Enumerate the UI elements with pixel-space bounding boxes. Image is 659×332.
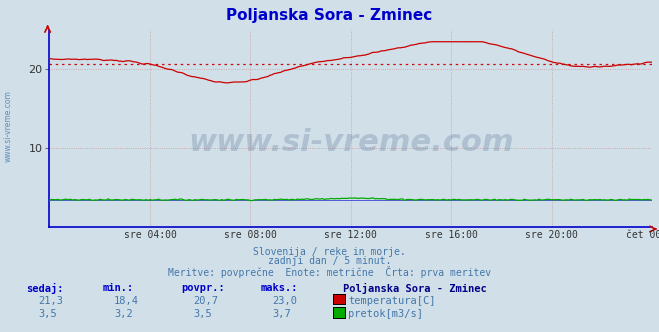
Text: www.si-vreme.com: www.si-vreme.com <box>188 128 514 157</box>
Text: pretok[m3/s]: pretok[m3/s] <box>348 309 423 319</box>
Text: temperatura[C]: temperatura[C] <box>348 296 436 306</box>
Text: Poljanska Sora - Zminec: Poljanska Sora - Zminec <box>343 283 486 294</box>
Text: Meritve: povprečne  Enote: metrične  Črta: prva meritev: Meritve: povprečne Enote: metrične Črta:… <box>168 266 491 278</box>
Text: Poljanska Sora - Zminec: Poljanska Sora - Zminec <box>227 8 432 23</box>
Text: 3,7: 3,7 <box>272 309 291 319</box>
Text: maks.:: maks.: <box>260 283 298 293</box>
Text: sre 08:00: sre 08:00 <box>224 230 277 240</box>
Text: 3,5: 3,5 <box>193 309 212 319</box>
Text: 20,7: 20,7 <box>193 296 218 306</box>
Text: 18,4: 18,4 <box>114 296 139 306</box>
Text: sre 20:00: sre 20:00 <box>525 230 579 240</box>
Text: sre 04:00: sre 04:00 <box>123 230 177 240</box>
Text: min.:: min.: <box>102 283 133 293</box>
Text: povpr.:: povpr.: <box>181 283 225 293</box>
Text: Slovenija / reke in morje.: Slovenija / reke in morje. <box>253 247 406 257</box>
Text: sedaj:: sedaj: <box>26 283 64 294</box>
Text: 3,2: 3,2 <box>114 309 132 319</box>
Text: čet 00:00: čet 00:00 <box>626 230 659 240</box>
Text: zadnji dan / 5 minut.: zadnji dan / 5 minut. <box>268 256 391 266</box>
Text: 23,0: 23,0 <box>272 296 297 306</box>
Text: 21,3: 21,3 <box>38 296 63 306</box>
Text: sre 16:00: sre 16:00 <box>425 230 478 240</box>
Text: sre 12:00: sre 12:00 <box>324 230 378 240</box>
Text: 3,5: 3,5 <box>38 309 57 319</box>
Text: www.si-vreme.com: www.si-vreme.com <box>3 90 13 162</box>
